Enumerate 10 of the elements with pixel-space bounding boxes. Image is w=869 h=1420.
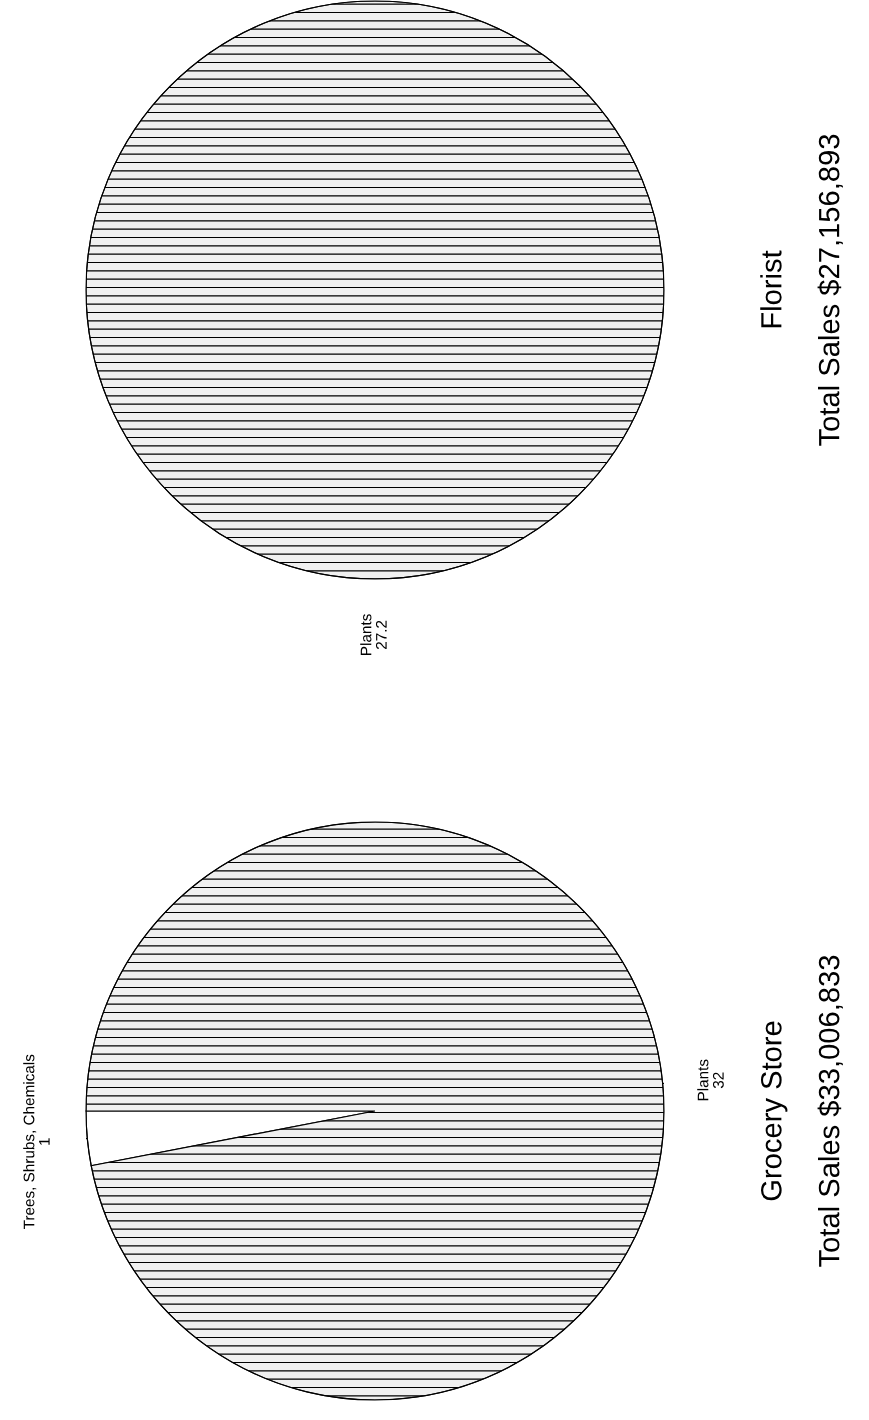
data-label: 27.2 [375,620,387,650]
text: Florist [760,250,782,328]
text: Grocery Store [761,1021,788,1201]
slice-label: Plants [697,1059,709,1101]
data-label: 32 [712,1072,724,1089]
slice-label: Plants [360,614,372,655]
data-label: 1 [39,1138,50,1145]
slice-label: Trees, Shrubs, Chemicals [23,1054,37,1230]
text: Total Sales $33,006,833 [817,955,843,1267]
text: Total Sales $27,156,893 [817,134,843,446]
